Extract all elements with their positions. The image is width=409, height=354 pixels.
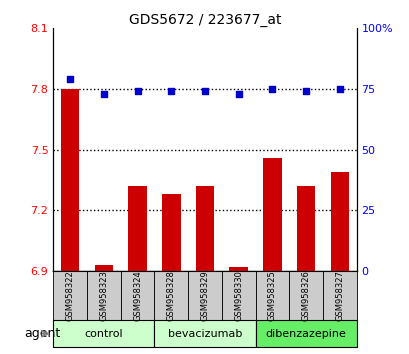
- Text: dibenzazepine: dibenzazepine: [265, 329, 346, 339]
- Bar: [87, 271, 120, 320]
- Bar: [255, 320, 356, 347]
- Text: GSM958326: GSM958326: [301, 270, 310, 321]
- Text: GSM958330: GSM958330: [234, 270, 243, 321]
- Text: GSM958323: GSM958323: [99, 270, 108, 321]
- Text: GSM958329: GSM958329: [200, 270, 209, 321]
- Bar: [128, 186, 146, 271]
- Bar: [162, 194, 180, 271]
- Point: [168, 88, 174, 94]
- Bar: [53, 320, 154, 347]
- Bar: [195, 186, 214, 271]
- Bar: [154, 320, 255, 347]
- Text: GSM958327: GSM958327: [335, 270, 344, 321]
- Bar: [289, 271, 322, 320]
- Bar: [263, 158, 281, 271]
- Point: [134, 88, 141, 94]
- Bar: [188, 271, 221, 320]
- Point: [67, 76, 73, 82]
- Point: [302, 88, 309, 94]
- Point: [235, 91, 241, 97]
- Title: GDS5672 / 223677_at: GDS5672 / 223677_at: [128, 13, 281, 27]
- Bar: [322, 271, 356, 320]
- Bar: [255, 271, 289, 320]
- Bar: [154, 271, 188, 320]
- Text: GSM958325: GSM958325: [267, 270, 276, 321]
- Text: GSM958328: GSM958328: [166, 270, 175, 321]
- Text: GSM958322: GSM958322: [65, 270, 74, 321]
- Bar: [61, 89, 79, 271]
- Bar: [94, 265, 113, 271]
- Text: bevacizumab: bevacizumab: [167, 329, 242, 339]
- Bar: [296, 186, 315, 271]
- Text: agent: agent: [25, 327, 61, 340]
- Point: [201, 88, 208, 94]
- Text: control: control: [84, 329, 123, 339]
- Bar: [120, 271, 154, 320]
- Text: GSM958324: GSM958324: [133, 270, 142, 321]
- Point: [268, 86, 275, 92]
- Bar: [229, 267, 247, 271]
- Point: [100, 91, 107, 97]
- Bar: [221, 271, 255, 320]
- Bar: [330, 172, 348, 271]
- Bar: [53, 271, 87, 320]
- Point: [336, 86, 342, 92]
